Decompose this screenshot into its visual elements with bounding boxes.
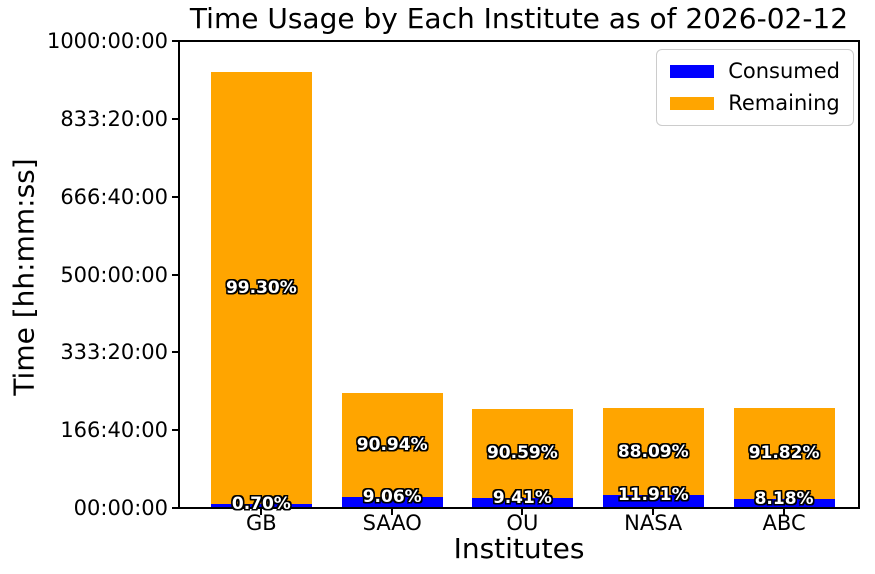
legend-label-consumed: Consumed <box>728 59 840 83</box>
bar-label-consumed-abc: 8.18% <box>754 488 814 509</box>
y-tick-5 <box>172 117 178 120</box>
bar-remaining-saao <box>341 393 443 497</box>
x-tick-label-nasa: NASA <box>624 511 683 535</box>
x-axis-label: Institutes <box>453 532 585 565</box>
y-tick-4 <box>172 195 178 198</box>
x-tick-label-saao: SAAO <box>362 511 422 535</box>
bar-label-remaining-saao: 90.94% <box>356 434 428 455</box>
bar-remaining-nasa <box>602 407 704 496</box>
bar-consumed-ou <box>471 497 573 507</box>
x-tick-nasa <box>652 509 655 515</box>
legend-swatch-remaining-icon <box>670 97 715 110</box>
y-tick-label-0: 00:00:00 <box>73 496 168 520</box>
y-tick-1 <box>172 429 178 432</box>
legend-entry-remaining: Remaining <box>670 92 840 115</box>
y-tick-label-4: 666:40:00 <box>60 184 168 209</box>
legend-entry-consumed: Consumed <box>670 60 840 83</box>
x-tick-label-abc: ABC <box>762 511 806 535</box>
bar-label-consumed-saao: 9.06% <box>362 486 422 507</box>
plot-area: Consumed Remaining 0.70% 99.30% 9.06% 90.94… <box>178 40 860 514</box>
bar-label-remaining-nasa: 88.09% <box>617 441 689 462</box>
legend: Consumed Remaining <box>656 49 854 126</box>
y-tick-6 <box>172 40 178 42</box>
bar-label-consumed-nasa: 11.91% <box>617 485 689 506</box>
x-tick-label-gb: GB <box>246 511 277 535</box>
legend-label-remaining: Remaining <box>728 91 840 115</box>
y-tick-label-5: 833:20:00 <box>60 106 168 131</box>
bar-remaining-abc <box>733 407 835 499</box>
bar-label-consumed-ou: 9.41% <box>492 487 552 508</box>
bar-consumed-saao <box>341 496 443 507</box>
bar-label-consumed-gb: 0.70% <box>231 493 291 514</box>
y-tick-2 <box>172 351 178 354</box>
y-tick-0 <box>172 507 178 509</box>
y-tick-label-6: 1000:00:00 <box>46 29 168 53</box>
bar-consumed-nasa <box>602 495 704 507</box>
x-tick-gb <box>260 509 263 515</box>
y-tick-label-3: 500:00:00 <box>60 262 168 287</box>
bar-label-remaining-ou: 90.59% <box>486 443 558 464</box>
bar-consumed-abc <box>733 498 835 507</box>
y-tick-label-1: 166:40:00 <box>60 418 168 443</box>
x-tick-saao <box>391 509 394 515</box>
bar-remaining-gb <box>210 71 312 504</box>
x-tick-abc <box>783 509 786 515</box>
bar-label-remaining-abc: 91.82% <box>748 443 820 464</box>
bar-remaining-ou <box>471 408 573 498</box>
legend-swatch-consumed-icon <box>670 65 715 78</box>
y-tick-3 <box>172 273 178 276</box>
bar-label-remaining-gb: 99.30% <box>225 277 297 298</box>
x-tick-ou <box>521 509 524 515</box>
chart-title: Time Usage by Each Institute as of 2026-… <box>189 2 849 35</box>
x-tick-label-ou: OU <box>506 511 539 535</box>
y-tick-label-2: 333:20:00 <box>60 340 168 365</box>
bar-consumed-gb <box>210 503 312 507</box>
